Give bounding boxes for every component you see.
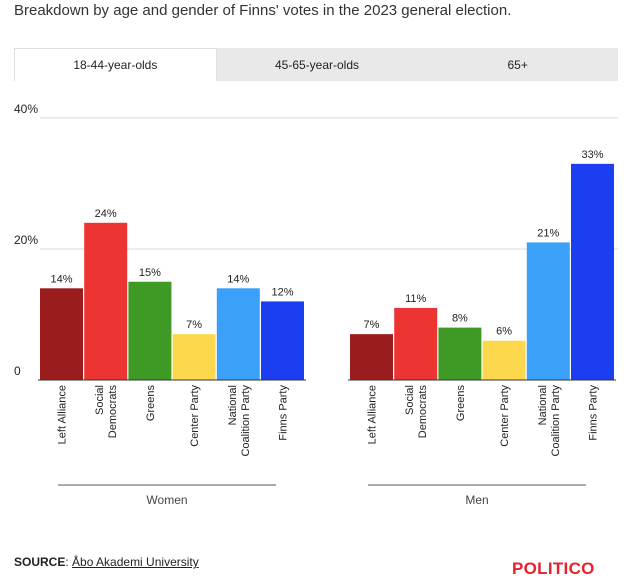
source-label: SOURCE — [14, 555, 66, 569]
tab-18-44[interactable]: 18-44-year-olds — [14, 48, 217, 81]
source-note: SOURCE: Åbo Akademi University — [14, 555, 199, 569]
data-label: 14% — [227, 273, 249, 285]
bar — [526, 242, 570, 380]
category-label: Greens — [455, 385, 467, 422]
category-label: Finns Party — [278, 385, 290, 441]
age-group-tabs: 18-44-year-olds 45-65-year-olds 65+ — [14, 48, 618, 81]
source-link[interactable]: Åbo Akademi University — [72, 555, 199, 569]
category-label: Center Party — [499, 385, 511, 447]
category-label: National — [537, 385, 549, 425]
category-label: Greens — [145, 385, 157, 422]
group-label: Men — [465, 493, 488, 507]
bar — [261, 301, 304, 380]
bar — [394, 307, 438, 380]
chart-subtitle: Breakdown by age and gender of Finns' vo… — [14, 2, 512, 19]
bar — [438, 327, 482, 380]
bar — [128, 281, 172, 380]
bar — [216, 288, 260, 380]
data-label: 14% — [50, 273, 72, 285]
bar — [482, 340, 526, 380]
tab-65-plus[interactable]: 65+ — [507, 57, 528, 72]
data-label: 7% — [186, 319, 202, 331]
data-label: 7% — [364, 319, 380, 331]
category-label: Center Party — [189, 385, 201, 447]
bar — [571, 163, 614, 380]
category-label: Finns Party — [588, 385, 600, 441]
bar — [350, 334, 393, 380]
category-label: Democrats — [417, 385, 429, 439]
data-label: 21% — [537, 227, 559, 239]
y-tick-label: 20% — [14, 233, 38, 247]
data-label: 6% — [496, 326, 512, 338]
bar — [172, 334, 216, 380]
y-tick-label: 0 — [14, 364, 21, 378]
category-label: Social — [94, 385, 106, 415]
category-label: Coalition Party — [240, 385, 252, 457]
category-label: Democrats — [107, 385, 119, 439]
y-tick-label: 40% — [14, 102, 38, 116]
category-label: Left Alliance — [57, 385, 69, 444]
data-label: 12% — [271, 286, 293, 298]
politico-logo: POLITICO — [512, 559, 595, 578]
data-label: 24% — [95, 208, 117, 220]
data-label: 15% — [139, 267, 161, 279]
group-label: Women — [146, 493, 187, 507]
category-label: Left Alliance — [367, 385, 379, 444]
category-label: Social — [404, 385, 416, 415]
category-label: National — [227, 385, 239, 425]
tab-45-65[interactable]: 45-65-year-olds — [274, 57, 360, 72]
data-label: 33% — [581, 149, 603, 161]
bar — [84, 222, 128, 380]
data-label: 11% — [405, 293, 426, 305]
data-label: 8% — [452, 313, 468, 325]
category-label: Coalition Party — [550, 385, 562, 457]
bar — [40, 288, 83, 380]
